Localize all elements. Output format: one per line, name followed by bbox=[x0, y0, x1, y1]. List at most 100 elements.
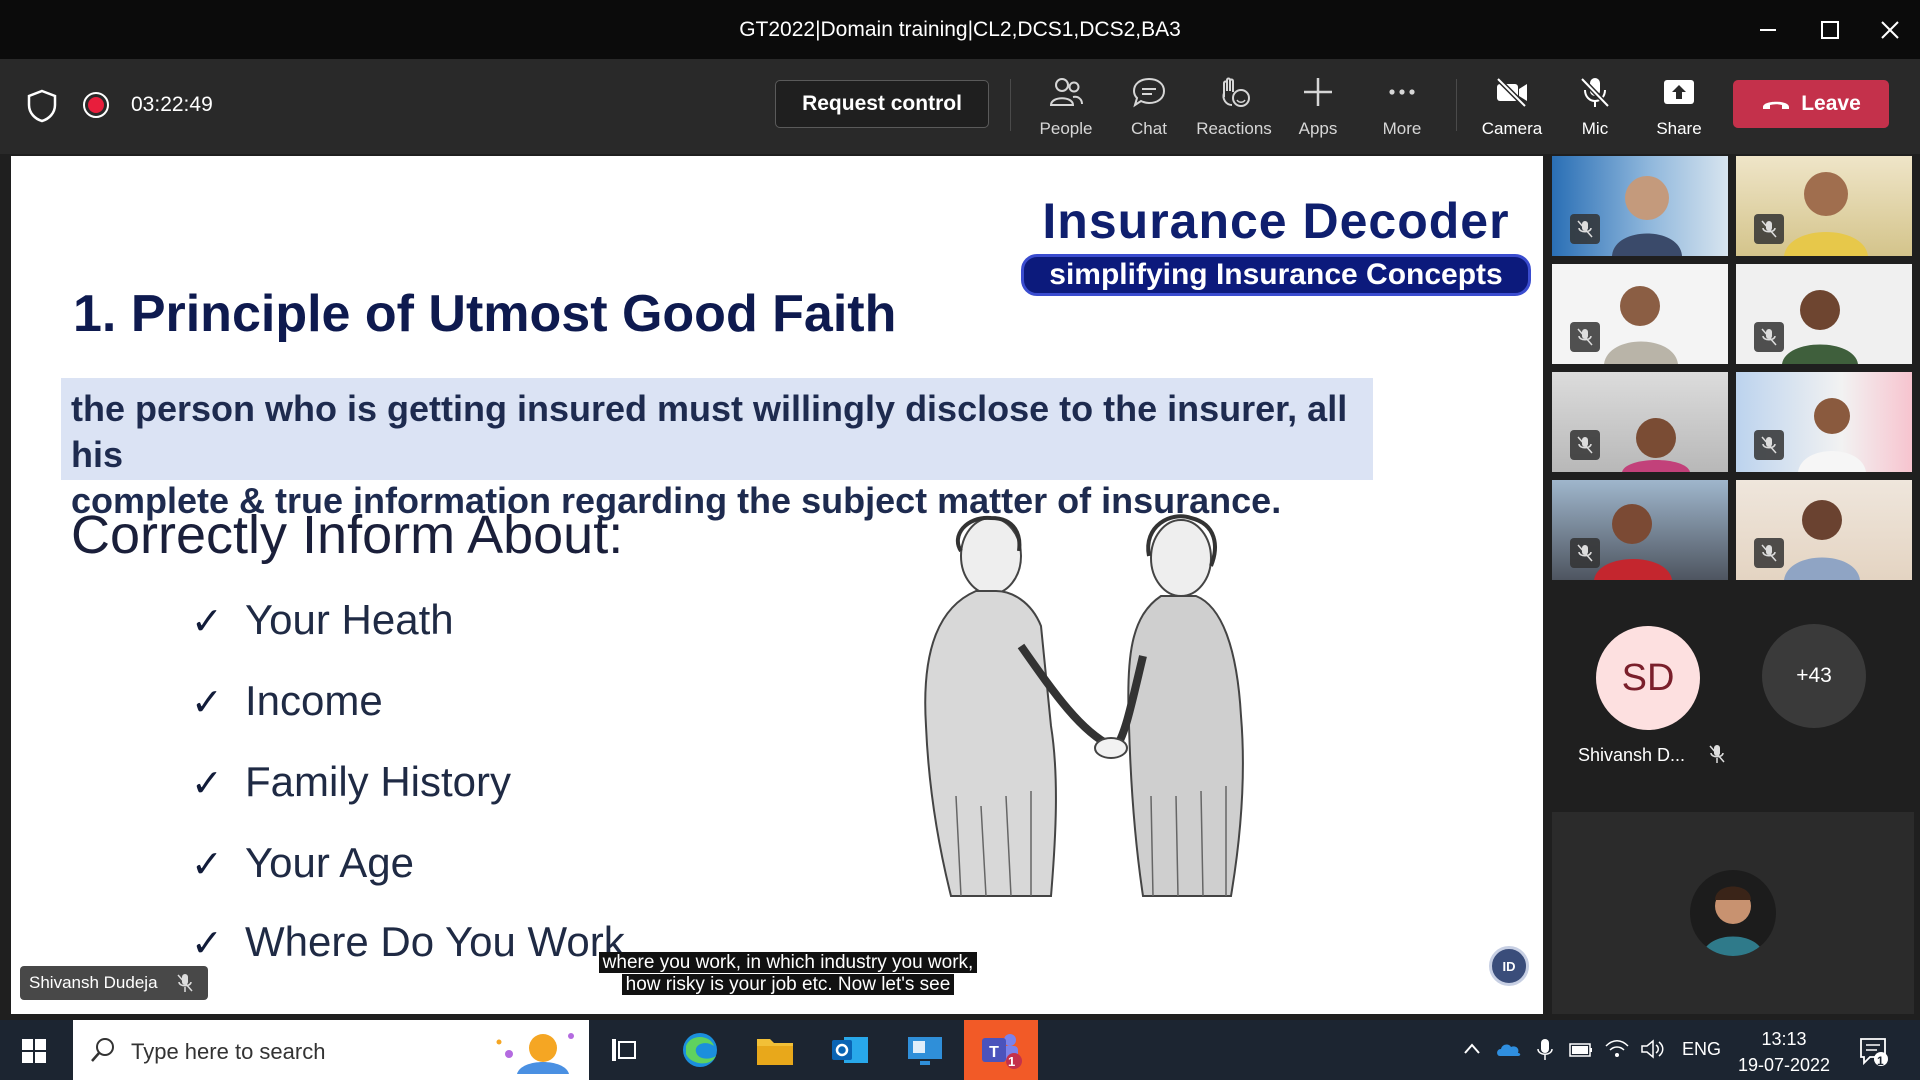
onedrive-icon[interactable] bbox=[1496, 1038, 1522, 1060]
volume-icon[interactable] bbox=[1640, 1038, 1666, 1060]
self-avatar bbox=[1690, 870, 1776, 956]
muted-mic-badge bbox=[1570, 322, 1600, 352]
outlook-icon bbox=[832, 1037, 868, 1063]
maximize-icon bbox=[1821, 21, 1839, 39]
mic-off-icon bbox=[1577, 544, 1593, 562]
more-icon bbox=[1389, 89, 1415, 95]
more-participants-button[interactable]: +43 bbox=[1762, 624, 1866, 728]
windows-start-icon[interactable] bbox=[22, 1039, 46, 1063]
checkmark-icon: ✓ bbox=[191, 682, 223, 724]
share-button[interactable]: Share bbox=[1637, 73, 1721, 145]
search-highlight-icon bbox=[496, 1033, 574, 1074]
list-item: ✓ Income bbox=[191, 677, 383, 725]
participant-silhouette bbox=[1604, 286, 1678, 364]
list-item-label: Income bbox=[245, 677, 383, 724]
minimize-button[interactable] bbox=[1748, 10, 1788, 50]
maximize-button[interactable] bbox=[1810, 10, 1850, 50]
remote-desktop-app[interactable] bbox=[902, 1027, 948, 1073]
leave-button[interactable]: Leave bbox=[1733, 80, 1889, 128]
participant-video-tile[interactable] bbox=[1736, 480, 1912, 580]
principle-definition: the person who is getting insured must w… bbox=[61, 378, 1373, 521]
participant-silhouette bbox=[1612, 176, 1682, 256]
battery-icon[interactable] bbox=[1568, 1038, 1594, 1060]
camera-off-icon bbox=[1496, 77, 1527, 108]
notification-icon[interactable] bbox=[1858, 1036, 1888, 1066]
mic-off-icon bbox=[1577, 328, 1593, 346]
brand-subtitle: simplifying Insurance Concepts bbox=[1021, 254, 1531, 296]
more-button[interactable]: More bbox=[1360, 73, 1444, 145]
participant-silhouette bbox=[1782, 290, 1858, 364]
caption-line: where you work, in which industry you wo… bbox=[598, 952, 978, 973]
participant-silhouette bbox=[1784, 172, 1868, 256]
taskbar-search-box[interactable]: Type here to search bbox=[73, 1020, 589, 1080]
share-label: Share bbox=[1656, 119, 1702, 138]
mic-button[interactable]: Mic bbox=[1553, 73, 1637, 145]
presenter-name: Shivansh Dudeja bbox=[29, 973, 158, 992]
phone-hangup-icon bbox=[1763, 101, 1790, 109]
list-item-label: Your Heath bbox=[245, 596, 454, 643]
checkmark-icon: ✓ bbox=[191, 763, 223, 805]
remote-desktop-icon bbox=[908, 1037, 942, 1065]
system-clock[interactable]: 13:13 19-07-2022 bbox=[1734, 1026, 1834, 1078]
participant-video-tile[interactable] bbox=[1552, 372, 1728, 472]
chevron-up-icon[interactable] bbox=[1462, 1038, 1482, 1060]
file-explorer-app[interactable] bbox=[752, 1027, 798, 1073]
caption-line: how risky is your job etc. Now let's see bbox=[621, 974, 955, 995]
handshake-illustration bbox=[924, 514, 1244, 897]
list-item: ✓ Family History bbox=[191, 758, 511, 806]
self-silhouette bbox=[1702, 886, 1764, 956]
checkmark-icon: ✓ bbox=[191, 601, 223, 643]
mic-off-icon bbox=[1761, 436, 1777, 454]
request-control-button[interactable]: Request control bbox=[775, 80, 989, 128]
task-view-icon bbox=[612, 1039, 636, 1061]
toolbar-divider bbox=[1010, 79, 1011, 131]
participant-video-tile[interactable] bbox=[1552, 264, 1728, 364]
muted-mic-badge bbox=[1570, 538, 1600, 568]
muted-mic-badge bbox=[1754, 538, 1784, 568]
self-view[interactable] bbox=[1552, 812, 1914, 1014]
participant-video-tile[interactable] bbox=[1552, 156, 1728, 256]
edge-app[interactable] bbox=[677, 1027, 723, 1073]
apps-label: Apps bbox=[1298, 119, 1338, 138]
principle-line: complete & true information regarding th… bbox=[71, 480, 1282, 521]
meeting-toolbar: 03:22:49 Request control People Chat Rea… bbox=[0, 59, 1920, 154]
participant-silhouette bbox=[1622, 418, 1690, 472]
inform-heading: Correctly Inform About: bbox=[71, 505, 624, 565]
people-button[interactable]: People bbox=[1024, 73, 1108, 145]
mic-off-icon bbox=[1761, 220, 1777, 238]
microphone-tray-icon[interactable] bbox=[1536, 1038, 1554, 1062]
share-icon bbox=[1664, 80, 1694, 104]
list-item-label: Your Age bbox=[245, 839, 414, 886]
participant-avatar[interactable]: SD bbox=[1596, 626, 1700, 730]
close-button[interactable] bbox=[1870, 10, 1910, 50]
close-icon bbox=[1881, 21, 1899, 39]
checkmark-icon: ✓ bbox=[191, 844, 223, 886]
checkmark-icon: ✓ bbox=[191, 923, 223, 965]
chat-button[interactable]: Chat bbox=[1107, 73, 1191, 145]
mic-off-icon bbox=[1709, 745, 1725, 763]
participant-video-tile[interactable] bbox=[1552, 480, 1728, 580]
shield-icon[interactable] bbox=[26, 89, 58, 123]
presenter-name-tag: Shivansh Dudeja bbox=[20, 966, 208, 1000]
teams-app[interactable]: T 1 bbox=[964, 1020, 1038, 1080]
task-view-button[interactable] bbox=[601, 1027, 647, 1073]
reactions-button[interactable]: Reactions bbox=[1192, 73, 1276, 145]
participant-video-tile[interactable] bbox=[1736, 264, 1912, 364]
outlook-app[interactable] bbox=[827, 1027, 873, 1073]
mic-off-icon bbox=[1761, 328, 1777, 346]
input-language[interactable]: ENG bbox=[1682, 1039, 1722, 1059]
participant-video-tile[interactable] bbox=[1736, 156, 1912, 256]
window-title: GT2022|Domain training|CL2,DCS1,DCS2,BA3 bbox=[739, 18, 1181, 41]
notification-badge: 1 bbox=[1877, 1054, 1884, 1068]
camera-button[interactable]: Camera bbox=[1470, 73, 1554, 145]
muted-mic-badge bbox=[1754, 430, 1784, 460]
participant-silhouette bbox=[1798, 398, 1866, 472]
brand-title: Insurance Decoder bbox=[1042, 193, 1510, 249]
chat-label: Chat bbox=[1131, 119, 1167, 138]
recording-icon bbox=[83, 92, 109, 118]
meeting-timer: 03:22:49 bbox=[131, 93, 213, 116]
wifi-icon[interactable] bbox=[1604, 1038, 1630, 1060]
apps-button[interactable]: Apps bbox=[1276, 73, 1360, 145]
participant-video-tile[interactable] bbox=[1736, 372, 1912, 472]
toolbar-divider bbox=[1456, 79, 1457, 131]
